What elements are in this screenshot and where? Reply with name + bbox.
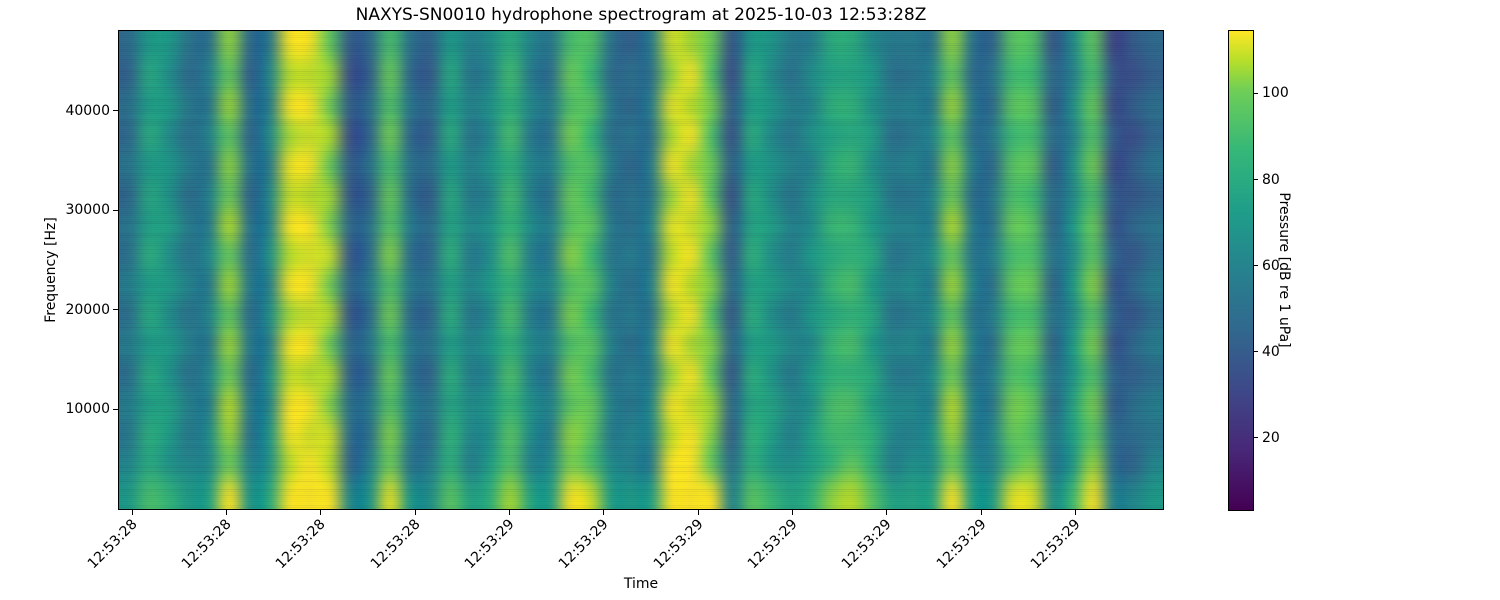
colorbar-tick-mark [1254, 437, 1258, 439]
y-tick-mark [113, 408, 118, 410]
x-tick-label: 12:53:29 [650, 516, 707, 573]
x-tick-mark [414, 510, 416, 515]
colorbar-tick-mark [1254, 92, 1258, 94]
colorbar-tick-mark [1254, 179, 1258, 181]
y-tick-label: 20000 [65, 301, 110, 318]
x-tick-label: 12:53:29 [556, 516, 613, 573]
x-tick-mark [980, 510, 982, 515]
y-tick-label: 30000 [65, 202, 110, 219]
y-tick-mark [113, 209, 118, 211]
colorbar-tick-label: 60 [1262, 257, 1280, 274]
colorbar-tick-label: 20 [1262, 429, 1280, 446]
x-tick-mark [320, 510, 322, 515]
colorbar [1228, 30, 1254, 511]
colorbar-label: Pressure [dB re 1 uPa] [1276, 192, 1292, 348]
x-tick-mark [792, 510, 794, 515]
x-tick-mark [697, 510, 699, 515]
x-tick-label: 12:53:29 [933, 516, 990, 573]
chart-title: NAXYS-SN0010 hydrophone spectrogram at 2… [355, 5, 927, 25]
plot-area [118, 30, 1164, 510]
x-tick-mark [131, 510, 133, 515]
x-tick-label: 12:53:28 [367, 516, 424, 573]
x-tick-label: 12:53:28 [84, 516, 141, 573]
x-tick-label: 12:53:29 [1027, 516, 1084, 573]
x-tick-label: 12:53:29 [461, 516, 518, 573]
y-tick-mark [113, 309, 118, 311]
x-tick-label: 12:53:29 [839, 516, 895, 573]
spectrogram-heatmap [119, 31, 1163, 509]
x-tick-label: 12:53:29 [744, 516, 801, 573]
x-tick-mark [1074, 510, 1076, 515]
y-tick-label: 40000 [65, 102, 110, 119]
colorbar-tick-mark [1254, 265, 1258, 267]
x-tick-mark [886, 510, 888, 515]
x-tick-label: 12:53:28 [273, 516, 329, 573]
colorbar-tick-label: 100 [1262, 85, 1289, 102]
y-tick-mark [113, 110, 118, 112]
colorbar-tick-mark [1254, 351, 1258, 353]
colorbar-gradient [1229, 31, 1253, 510]
x-axis-label: Time [623, 576, 659, 592]
colorbar-tick-label: 40 [1262, 343, 1280, 360]
x-tick-mark [226, 510, 227, 515]
x-tick-mark [509, 510, 511, 515]
x-tick-label: 12:53:28 [178, 516, 235, 573]
y-tick-label: 10000 [65, 401, 110, 418]
x-tick-mark [603, 510, 605, 515]
colorbar-tick-label: 80 [1262, 171, 1280, 188]
